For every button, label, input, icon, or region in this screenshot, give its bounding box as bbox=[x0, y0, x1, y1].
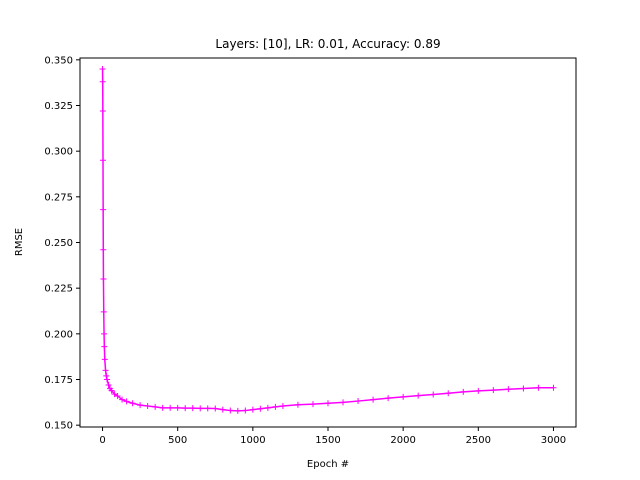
data-point-marker bbox=[249, 406, 256, 413]
data-point-marker bbox=[475, 387, 482, 394]
data-point-marker bbox=[212, 405, 219, 412]
data-point-marker bbox=[227, 407, 234, 414]
data-point-marker bbox=[114, 392, 121, 399]
data-point-marker bbox=[129, 400, 136, 407]
y-tick-label: 0.175 bbox=[44, 375, 73, 386]
y-tick-label: 0.250 bbox=[44, 238, 73, 249]
data-point-marker bbox=[174, 404, 181, 411]
x-axis-label: Epoch # bbox=[307, 459, 349, 470]
data-point-marker bbox=[535, 384, 542, 391]
data-point-marker bbox=[490, 387, 497, 394]
data-point-marker bbox=[99, 65, 106, 72]
data-point-marker bbox=[99, 107, 106, 114]
x-tick-label: 2000 bbox=[390, 435, 415, 446]
data-point-marker bbox=[152, 403, 159, 410]
data-point-marker bbox=[257, 405, 264, 412]
data-point-marker bbox=[309, 401, 316, 408]
data-point-marker bbox=[137, 402, 144, 409]
data-point-marker bbox=[325, 400, 331, 407]
data-point-marker bbox=[144, 402, 151, 409]
data-point-marker bbox=[460, 388, 467, 395]
x-tick-label: 0 bbox=[99, 435, 105, 446]
x-tick-label: 500 bbox=[168, 435, 187, 446]
data-point-marker bbox=[104, 376, 111, 383]
data-point-marker bbox=[189, 405, 196, 412]
x-tick-label: 1000 bbox=[240, 435, 265, 446]
y-tick-label: 0.325 bbox=[44, 101, 73, 112]
data-point-marker bbox=[100, 308, 107, 315]
data-point-marker bbox=[99, 157, 106, 164]
y-tick-label: 0.300 bbox=[44, 147, 73, 158]
data-point-marker bbox=[167, 404, 174, 411]
data-point-marker bbox=[159, 404, 166, 411]
data-point-marker bbox=[111, 391, 118, 398]
data-point-marker bbox=[100, 276, 107, 283]
data-point-marker bbox=[108, 387, 115, 394]
y-tick-label: 0.225 bbox=[44, 284, 73, 295]
data-point-marker bbox=[294, 401, 301, 408]
x-axis-ticks: 0 500 1000 1500 2000 2500 3000 bbox=[99, 427, 566, 446]
data-point-marker bbox=[385, 395, 392, 402]
y-tick-label: 0.200 bbox=[44, 329, 73, 340]
data-point-marker bbox=[234, 407, 241, 414]
data-point-marker bbox=[415, 392, 422, 399]
data-point-marker bbox=[430, 391, 437, 398]
x-tick-label: 3000 bbox=[541, 435, 566, 446]
data-point-marker bbox=[445, 390, 452, 397]
y-axis-ticks: 0.150 0.175 0.200 0.225 0.250 0.275 0.300 0.325… bbox=[44, 55, 80, 432]
data-point-marker bbox=[101, 356, 108, 363]
data-point-marker bbox=[123, 398, 130, 405]
data-point-marker bbox=[550, 384, 557, 391]
x-tick-label: 2500 bbox=[466, 435, 491, 446]
data-point-marker bbox=[272, 403, 279, 410]
y-tick-label: 0.350 bbox=[44, 55, 73, 66]
data-point-marker bbox=[279, 402, 286, 409]
data-point-marker bbox=[370, 396, 377, 403]
data-point-marker bbox=[520, 385, 527, 392]
data-point-marker bbox=[182, 405, 189, 412]
data-point-marker bbox=[119, 396, 126, 403]
plot-series-layer bbox=[99, 65, 557, 414]
data-point-marker bbox=[400, 393, 407, 400]
y-axis-label: RMSE bbox=[14, 228, 25, 256]
data-point-marker bbox=[105, 381, 112, 388]
data-point-marker bbox=[219, 406, 226, 413]
chart-title: Layers: [10], LR: 0.01, Accuracy: 0.89 bbox=[215, 37, 440, 51]
data-point-marker bbox=[100, 206, 107, 213]
data-point-marker bbox=[340, 399, 347, 406]
plot-area-frame bbox=[79, 57, 577, 428]
x-tick-label: 1500 bbox=[315, 435, 340, 446]
data-point-marker bbox=[505, 386, 512, 393]
data-point-marker bbox=[99, 78, 106, 85]
y-tick-label: 0.275 bbox=[44, 192, 73, 203]
data-point-marker bbox=[101, 343, 108, 350]
data-point-marker bbox=[197, 405, 204, 412]
data-point-marker bbox=[355, 398, 362, 405]
data-point-marker bbox=[102, 367, 109, 374]
data-point-marker bbox=[101, 330, 108, 337]
data-point-marker bbox=[204, 405, 211, 412]
data-point-marker bbox=[103, 372, 110, 379]
y-tick-label: 0.150 bbox=[44, 421, 73, 432]
data-point-marker bbox=[264, 404, 271, 411]
data-point-marker bbox=[100, 246, 107, 253]
data-point-marker bbox=[242, 407, 249, 414]
